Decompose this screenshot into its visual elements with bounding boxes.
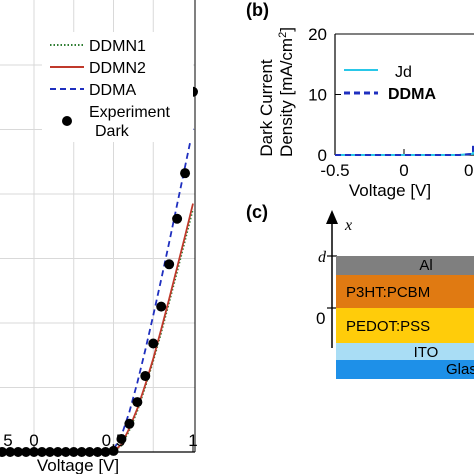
panel-a-x-axis-title: Voltage [V] (37, 456, 119, 474)
panel-a-plot: 0 0.5 1 5 Voltage [V] DDMN1 DDMN2 DDMA Expe… (0, 0, 198, 474)
layer-ito (336, 343, 474, 360)
series-line-ddma (335, 145, 474, 156)
legend-experiment-label-line2: Dark (95, 123, 130, 140)
legend-b-ddma-label: DDMA (388, 86, 436, 103)
layer-al (336, 256, 474, 275)
experiment-data-point (68, 447, 79, 457)
experiment-data-point (76, 447, 87, 457)
panel-b-y-axis-title-line1: Dark Current (257, 59, 276, 157)
experiment-data-point (5, 447, 16, 457)
experiment-data-point (156, 301, 167, 312)
experiment-data-point (180, 168, 191, 179)
layer-glass-label: Glass (446, 361, 474, 378)
experiment-data-point (60, 447, 71, 457)
layer-p3ht-pcbm (336, 275, 474, 308)
experiment-data-point (172, 213, 183, 224)
panel-b-y-ticks: 0 10 20 (308, 25, 341, 165)
panel-c-zero-label: 0 (316, 309, 325, 328)
x-tick-label: 1 (188, 431, 197, 450)
panel-b-y-axis-title-line2: Density [mA/cm2] (277, 27, 296, 157)
experiment-data-point (44, 447, 55, 457)
panel-a-series (0, 86, 198, 457)
experiment-data-point (0, 447, 8, 457)
x-tick-label: -0.5 (320, 161, 349, 180)
layer-pedot-pss (336, 308, 474, 343)
panel-b-ylabel-sup: 2 (277, 32, 289, 38)
experiment-data-point (84, 447, 95, 457)
experiment-data-point (148, 338, 159, 349)
x-tick-label: 0 (29, 431, 38, 450)
panel-b-ylabel-end: ] (277, 27, 296, 32)
y-tick-label: 20 (308, 25, 327, 44)
experiment-data-point (21, 447, 32, 457)
layer-pedot-pss-label: PEDOT:PSS (346, 318, 430, 335)
panel-b-x-ticks: -0.500.5 (320, 149, 474, 180)
experiment-data-point (132, 397, 143, 408)
panel-b-series (335, 145, 474, 156)
panel-a-legend: DDMN1 DDMN2 DDMA Experiment Dark (42, 32, 193, 142)
x-tick-label-partial: 5 (3, 431, 12, 450)
layer-al-label: Al (419, 257, 432, 274)
legend-ddmn2-label: DDMN2 (89, 60, 146, 77)
panel-b-letter: (b) (246, 0, 269, 20)
layer-ito-label: ITO (414, 344, 439, 361)
experiment-data-point (52, 447, 63, 457)
y-tick-label: 0 (318, 146, 327, 165)
panel-b-plot: (b) Dark Current Density [mA/cm2] 01020 … (246, 0, 474, 200)
layer-p3ht-pcbm-label: P3HT:PCBM (346, 284, 430, 301)
x-tick-label: 0.5 (102, 431, 126, 450)
x-tick-label-partial: 0.5 (464, 161, 474, 180)
experiment-data-point (36, 447, 47, 457)
y-tick-label: 10 (308, 86, 327, 105)
legend-jd-label: Jd (395, 64, 412, 81)
panel-b-ylabel-main: Density [mA/cm (277, 38, 296, 157)
panel-c-device-stack: (c) x d 0 Al P3HT:PCBM PEDOT:PSS ITO Gla… (246, 202, 474, 379)
experiment-data-point (124, 418, 135, 429)
x-tick-label: 0 (399, 161, 408, 180)
legend-experiment-label-line1: Experiment (89, 104, 170, 121)
experiment-data-point (92, 447, 103, 457)
panel-c-axis-variable: x (344, 217, 352, 234)
panel-c-arrowhead-icon (326, 210, 338, 224)
series-line-ddma (0, 128, 194, 453)
legend-experiment-marker (62, 116, 72, 126)
layer-glass (336, 360, 474, 379)
experiment-data-point (13, 447, 24, 457)
panel-b-legend: Jd DDMA (344, 64, 436, 103)
experiment-data-point (140, 371, 151, 382)
experiment-data-point (116, 433, 127, 444)
panel-c-letter: (c) (246, 202, 268, 222)
experiment-data-point (100, 447, 111, 457)
panel-c-d-label: d (318, 249, 327, 266)
legend-ddmn1-label: DDMN1 (89, 38, 146, 55)
panel-a-x-ticks: 0 0.5 1 5 (3, 431, 198, 452)
legend-ddma-label: DDMA (89, 82, 136, 99)
panel-b-x-axis-title: Voltage [V] (349, 181, 431, 200)
experiment-data-point (164, 259, 175, 270)
